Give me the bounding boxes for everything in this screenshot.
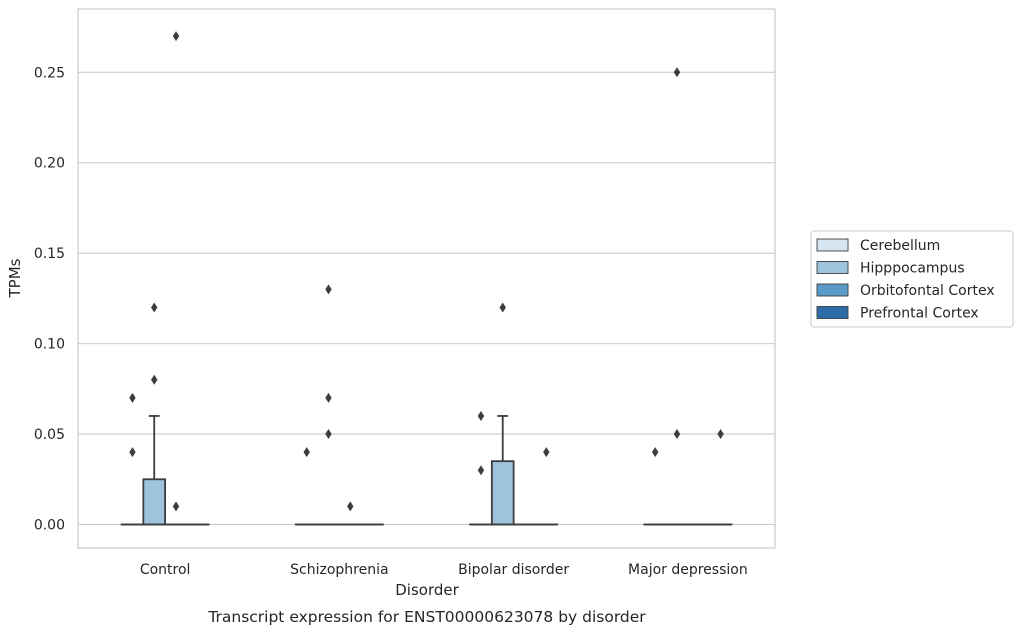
boxes (120, 31, 733, 526)
y-axis-title: TPMs (6, 258, 24, 298)
x-axis-ticks: Control Schizophrenia Bipolar disorder Majo… (140, 562, 748, 578)
box-group (490, 302, 515, 526)
legend-swatch (816, 261, 849, 274)
outlier-point (673, 429, 681, 440)
outlier-point (717, 429, 724, 440)
y-axis-ticks: 0.00 0.05 0.10 0.15 0.20 0.25 (34, 65, 65, 533)
outlier-point (129, 392, 136, 403)
box (142, 478, 167, 526)
legend-frame (810, 230, 1014, 328)
outlier-point (325, 284, 332, 295)
plot-area (78, 9, 775, 548)
y-tick-label: 0.10 (34, 337, 65, 353)
outlier-point (347, 501, 354, 512)
outlier-point (172, 31, 180, 42)
outlier-point (325, 392, 332, 403)
outlier-point (151, 374, 158, 385)
outlier-point (172, 501, 180, 512)
outlier-point (477, 410, 485, 421)
y-tick-label: 0.20 (34, 156, 65, 172)
box-group (534, 447, 559, 526)
x-axis-title: Disorder (395, 581, 459, 599)
plot-frame (77, 8, 776, 549)
outlier-point (325, 429, 332, 440)
outlier-point (129, 447, 136, 458)
legend-label: Cerebellum (860, 238, 940, 254)
legend-swatch (816, 238, 849, 252)
outlier-point (673, 67, 681, 78)
y-tick-label: 0.15 (34, 246, 65, 262)
figure-caption: Transcript expression for ENST0000062307… (207, 608, 646, 626)
x-tick-label: Schizophrenia (290, 562, 388, 578)
outlier-point (543, 447, 550, 458)
box (490, 460, 515, 526)
outlier-point (499, 302, 506, 313)
y-tick-label: 0.25 (34, 65, 65, 81)
x-tick-label: Major depression (628, 562, 748, 578)
box-group (708, 429, 733, 526)
box-group (469, 410, 493, 526)
y-tick-label: 0.05 (34, 427, 65, 443)
outlier-point (652, 447, 659, 458)
legend: Cerebellum Hipppocampus Orbitofontal Corte… (810, 230, 1014, 328)
legend-label: Hipppocampus (860, 261, 965, 277)
outlier-point (151, 302, 158, 313)
legend-label: Orbitofontal Cortex (860, 283, 995, 299)
x-tick-label: Bipolar disorder (458, 562, 569, 578)
legend-swatch (816, 283, 849, 297)
y-tick-label: 0.00 (34, 517, 65, 533)
x-tick-label: Control (140, 562, 191, 578)
legend-swatch (816, 306, 849, 319)
legend-label: Prefrontal Cortex (860, 306, 979, 322)
box-group (316, 284, 341, 526)
outlier-point (477, 465, 485, 476)
outlier-point (303, 447, 310, 458)
box-group (142, 302, 167, 526)
